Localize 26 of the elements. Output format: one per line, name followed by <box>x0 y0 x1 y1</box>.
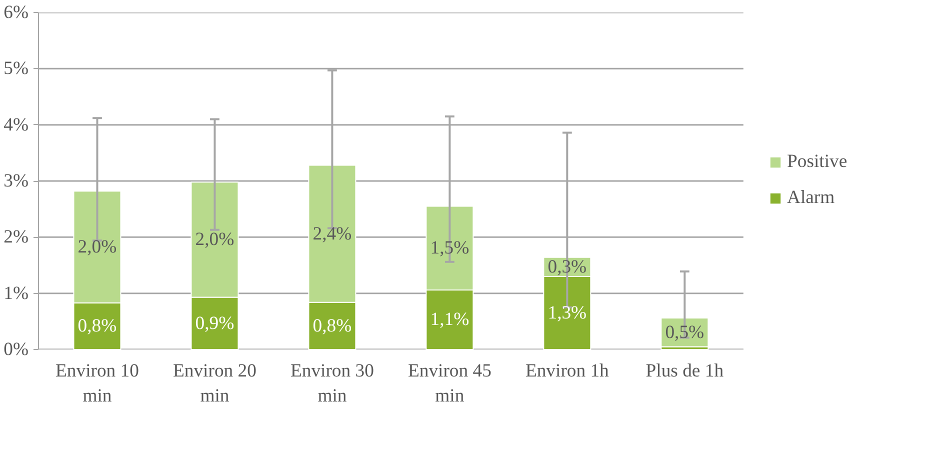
data-label: 2,0% <box>78 236 117 258</box>
data-label: 1,1% <box>430 309 470 330</box>
x-tick-label: Environ 20 min <box>173 360 256 407</box>
x-tick-label: Plus de 1h <box>646 360 724 382</box>
y-tick-label: 0% <box>4 339 29 360</box>
y-tick-label: 2% <box>4 226 29 248</box>
x-tick-label: Environ 1h <box>525 360 610 382</box>
x-tick-label: Environ 10 min <box>56 360 139 407</box>
y-tick-label: 3% <box>4 170 29 192</box>
x-tick-label: Environ 45 min <box>408 360 492 407</box>
x-tick-label: Environ 30 min <box>290 360 374 407</box>
data-label: 0,3% <box>548 256 587 278</box>
legend-label: Positive <box>787 151 848 173</box>
y-tick-label: 5% <box>4 58 29 80</box>
data-label: 0,8% <box>312 315 352 336</box>
data-label: 2,0% <box>195 229 234 250</box>
data-label: 0,9% <box>195 312 234 334</box>
data-label: 1,5% <box>430 238 470 259</box>
data-label: 0,8% <box>78 316 117 337</box>
data-label: 0,5% <box>665 322 704 343</box>
y-tick-label: 6% <box>4 2 29 23</box>
legend-label: Alarm <box>787 187 835 209</box>
data-label: 2,4% <box>312 223 352 244</box>
y-tick-label: 1% <box>4 282 29 304</box>
y-tick-label: 4% <box>4 114 29 136</box>
data-label: 1,3% <box>548 302 587 324</box>
